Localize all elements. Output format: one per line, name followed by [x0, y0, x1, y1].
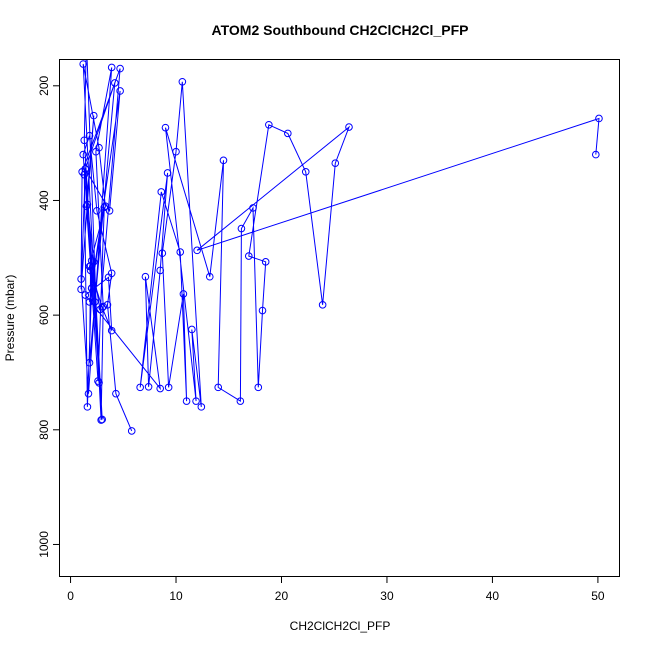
data-point — [81, 291, 90, 299]
data-point — [214, 383, 223, 392]
x-tick-label: 10 — [169, 589, 183, 603]
data-point — [156, 266, 164, 275]
data-point — [254, 383, 263, 392]
series-line — [80, 60, 600, 432]
data-series — [77, 37, 603, 435]
data-point — [158, 249, 167, 258]
data-point — [104, 273, 113, 282]
data-point — [83, 403, 92, 411]
x-axis: 0 10 20 30 40 50 — [67, 576, 605, 603]
data-point — [144, 383, 153, 391]
data-point — [179, 290, 188, 298]
data-point — [176, 248, 185, 256]
data-point — [79, 150, 88, 159]
data-point — [79, 60, 88, 68]
data-point — [92, 147, 100, 156]
data-point — [116, 87, 124, 95]
data-point — [182, 397, 191, 405]
data-point — [161, 123, 170, 132]
data-point — [244, 252, 253, 260]
data-point — [94, 377, 102, 385]
x-tick-label: 30 — [380, 589, 394, 603]
data-point — [77, 285, 85, 294]
y-axis: 200 400 600 800 1000 — [37, 75, 60, 558]
data-point — [265, 120, 273, 129]
data-point — [81, 165, 90, 173]
y-tick-label: 200 — [37, 75, 51, 95]
data-point — [236, 397, 245, 405]
data-point — [107, 63, 116, 72]
y-axis-label: Pressure (mbar) — [3, 275, 17, 362]
y-tick-label: 600 — [37, 305, 51, 325]
data-point — [595, 114, 603, 123]
data-point — [82, 202, 91, 210]
y-tick-label: 1000 — [37, 531, 51, 558]
data-point — [80, 136, 89, 145]
data-point — [157, 188, 166, 196]
data-point — [258, 306, 267, 315]
data-point — [98, 303, 106, 312]
data-point — [284, 129, 292, 138]
data-point — [85, 358, 94, 367]
data-point — [100, 203, 109, 212]
data-point — [95, 378, 103, 387]
data-point — [205, 272, 214, 281]
data-point — [93, 206, 101, 215]
data-point — [96, 305, 104, 314]
data-point — [156, 384, 164, 393]
data-point — [249, 204, 257, 212]
data-point — [91, 298, 99, 306]
data-point — [163, 169, 172, 177]
data-point — [85, 298, 94, 306]
data-point — [86, 266, 95, 275]
y-tick-label: 800 — [37, 419, 51, 439]
data-point — [178, 77, 187, 86]
data-point — [591, 150, 600, 159]
data-point — [116, 64, 124, 73]
data-point — [97, 416, 105, 424]
data-point — [87, 256, 96, 265]
data-point — [107, 326, 116, 335]
data-point — [219, 156, 228, 165]
x-tick-label: 50 — [591, 589, 605, 603]
data-point — [85, 131, 94, 140]
data-point — [87, 284, 96, 292]
data-point — [197, 403, 206, 411]
data-point — [105, 206, 114, 215]
data-point — [83, 37, 90, 44]
plot-frame — [59, 59, 620, 577]
data-point — [345, 123, 353, 131]
x-axis-label: CH2ClCH2Cl_PFP — [290, 619, 391, 633]
data-point — [141, 272, 150, 281]
data-point — [301, 168, 310, 176]
data-point — [83, 200, 92, 209]
x-tick-label: 40 — [486, 589, 500, 603]
data-point — [237, 224, 246, 233]
data-point — [127, 427, 136, 435]
data-point — [111, 79, 119, 87]
data-point — [101, 202, 110, 210]
data-point — [172, 147, 180, 156]
data-point — [192, 397, 200, 405]
data-point — [112, 389, 120, 398]
data-point — [193, 246, 201, 255]
data-point — [136, 383, 144, 392]
data-point — [261, 258, 270, 266]
data-point — [164, 383, 173, 392]
x-tick-label: 0 — [67, 589, 74, 603]
x-tick-label: 20 — [275, 589, 289, 603]
data-point — [188, 325, 196, 334]
data-point — [89, 111, 98, 120]
chart-title: ATOM2 Southbound CH2ClCH2Cl_PFP — [212, 22, 469, 38]
y-tick-label: 400 — [37, 190, 51, 210]
data-point — [86, 262, 95, 270]
data-point — [318, 301, 327, 309]
data-point — [331, 159, 340, 167]
data-point — [77, 275, 85, 283]
data-point — [84, 389, 93, 398]
